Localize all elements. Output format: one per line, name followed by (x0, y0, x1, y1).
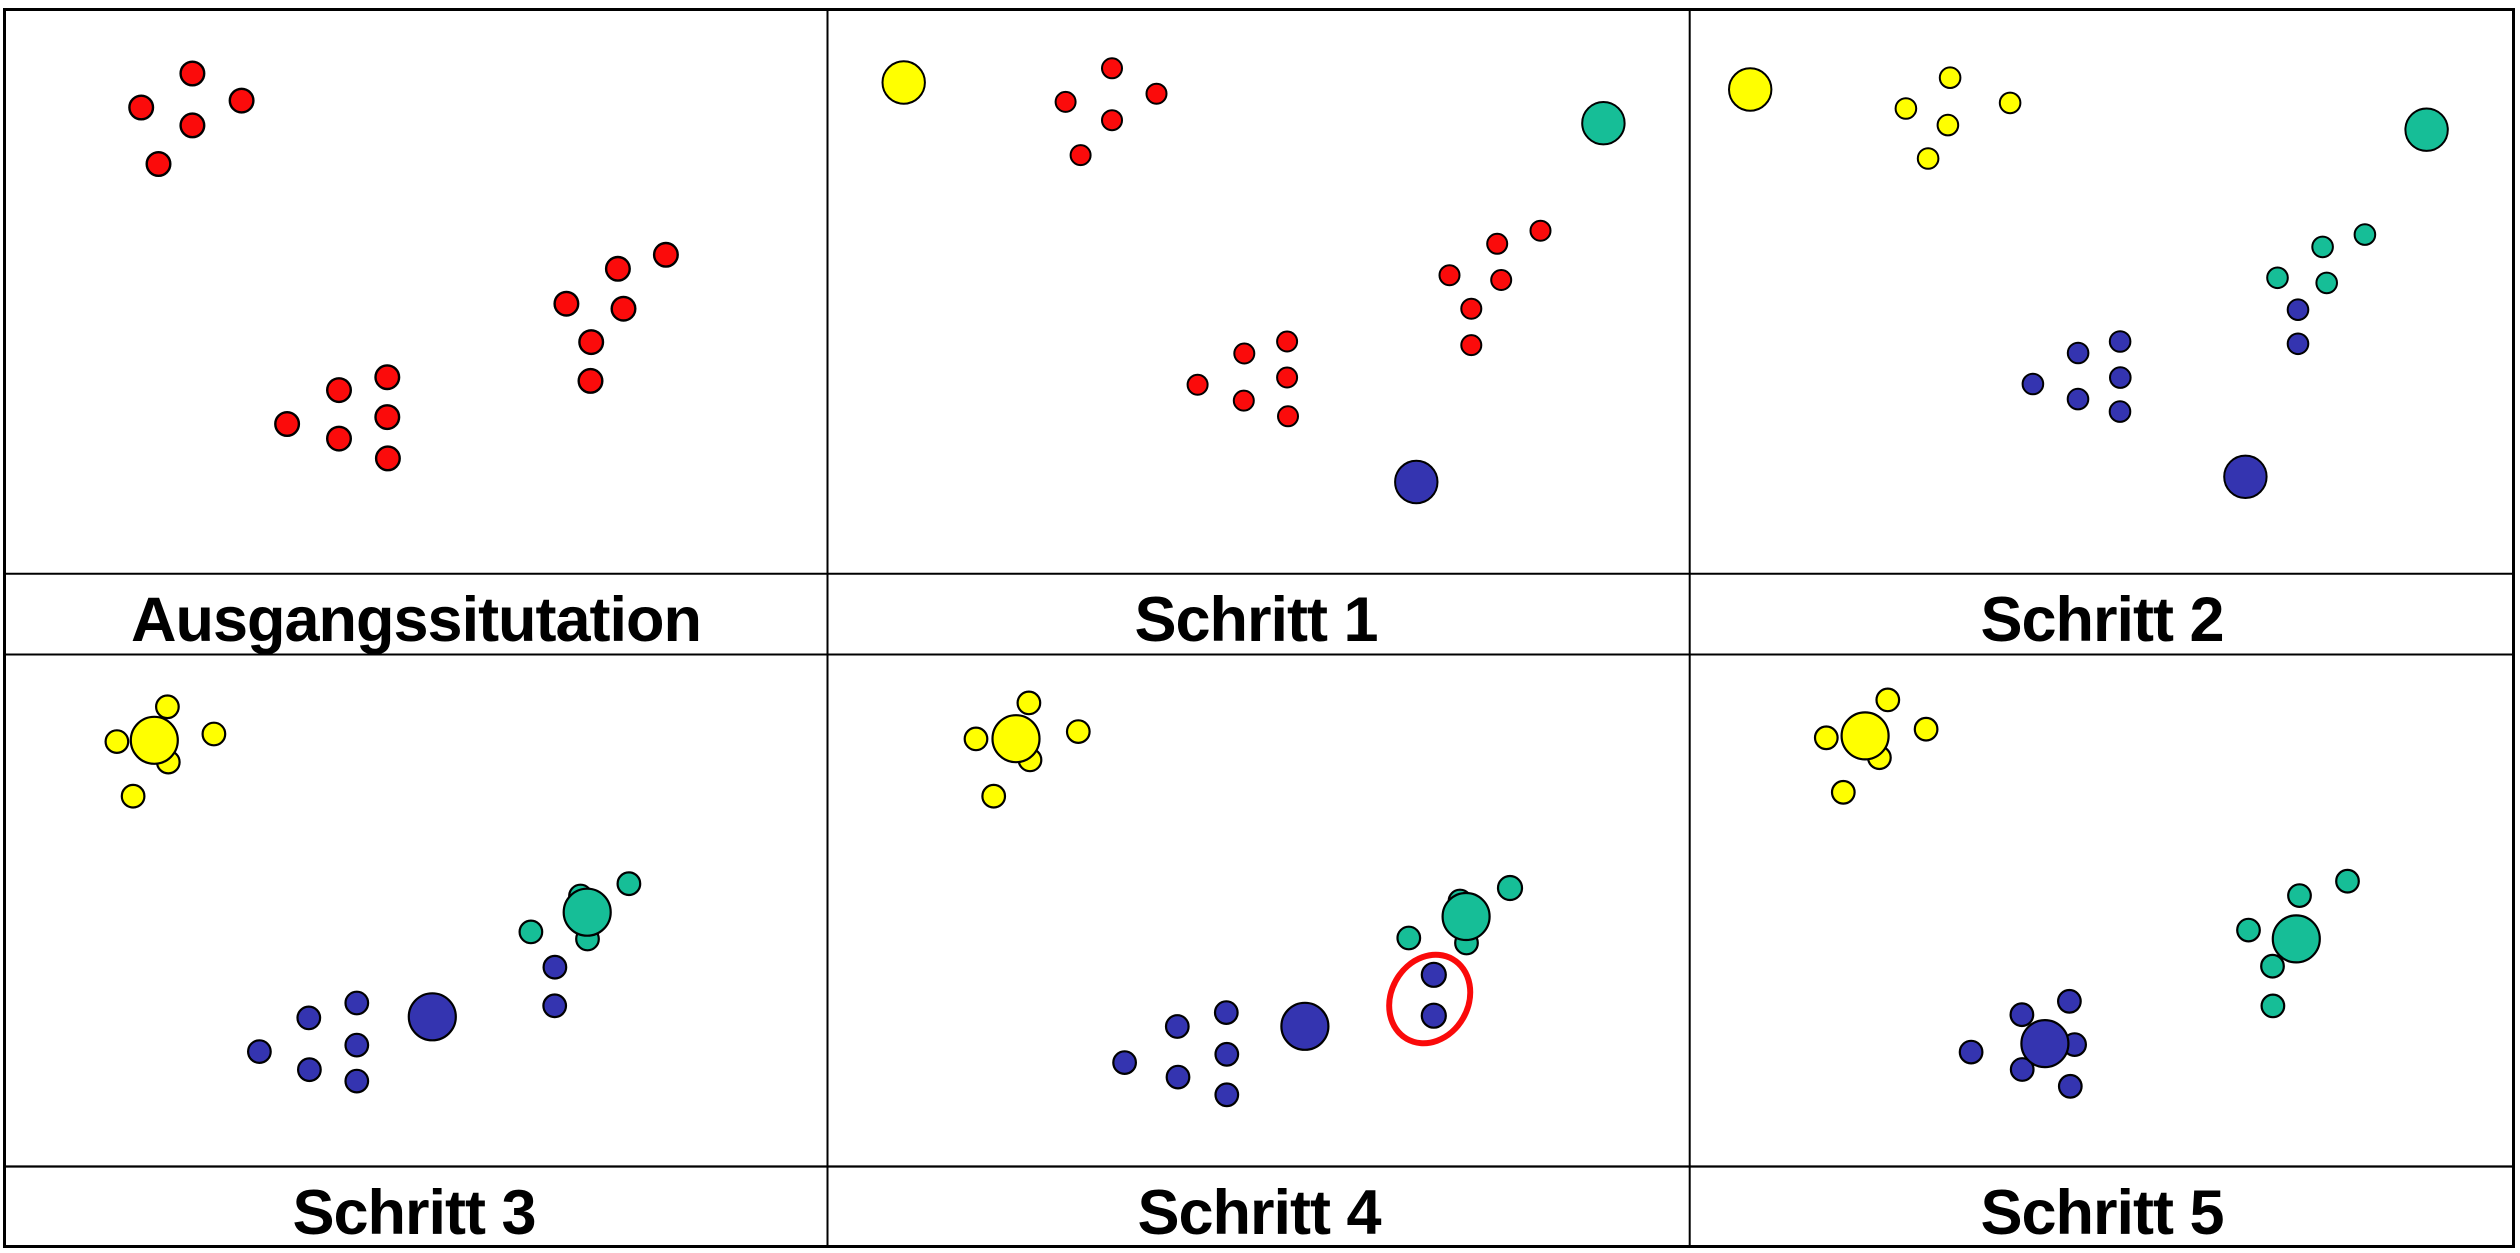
svg-text:Schritt 4: Schritt 4 (1137, 1178, 1381, 1248)
svg-text:Schritt 5: Schritt 5 (1980, 1178, 2223, 1248)
svg-text:Ausgangssitutation: Ausgangssitutation (131, 585, 701, 655)
svg-text:Schritt 1: Schritt 1 (1134, 585, 1377, 655)
svg-text:Schritt 2: Schritt 2 (1980, 585, 2223, 655)
svg-text:Schritt 3: Schritt 3 (292, 1178, 535, 1248)
